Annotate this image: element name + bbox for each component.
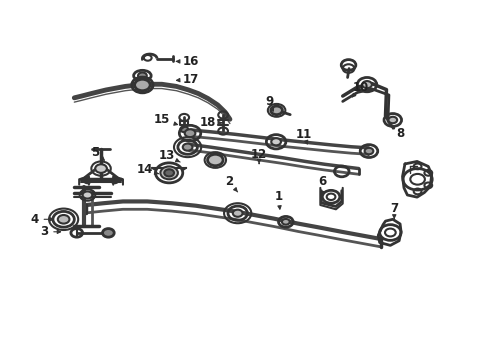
Circle shape [387, 117, 396, 123]
Circle shape [160, 166, 178, 179]
Text: 11: 11 [295, 128, 311, 144]
Text: 9: 9 [265, 95, 273, 111]
Circle shape [138, 72, 146, 79]
Text: 8: 8 [390, 125, 404, 140]
Circle shape [95, 164, 107, 173]
Text: 16: 16 [176, 55, 199, 68]
Circle shape [82, 192, 92, 199]
Circle shape [134, 79, 150, 91]
Circle shape [180, 126, 188, 132]
Text: 4: 4 [30, 213, 53, 226]
Text: 15: 15 [153, 113, 177, 126]
Circle shape [183, 144, 192, 151]
Circle shape [232, 210, 242, 217]
Text: 6: 6 [318, 175, 326, 195]
Circle shape [102, 229, 114, 237]
Text: 14: 14 [136, 163, 158, 176]
Circle shape [164, 169, 174, 176]
Text: 17: 17 [176, 73, 199, 86]
Text: 7: 7 [389, 202, 398, 218]
Circle shape [364, 148, 372, 154]
Circle shape [184, 129, 195, 137]
Text: 10: 10 [351, 81, 368, 97]
Text: 1: 1 [274, 190, 282, 209]
Circle shape [270, 106, 282, 114]
Text: 13: 13 [158, 149, 180, 162]
Text: 12: 12 [250, 148, 266, 163]
Circle shape [271, 138, 281, 145]
Text: 18: 18 [200, 116, 222, 129]
Text: 5: 5 [90, 146, 104, 160]
Circle shape [362, 81, 371, 88]
Circle shape [207, 154, 223, 166]
Circle shape [58, 215, 69, 224]
Text: 3: 3 [40, 225, 61, 238]
Circle shape [282, 219, 289, 225]
Text: 2: 2 [224, 175, 237, 192]
